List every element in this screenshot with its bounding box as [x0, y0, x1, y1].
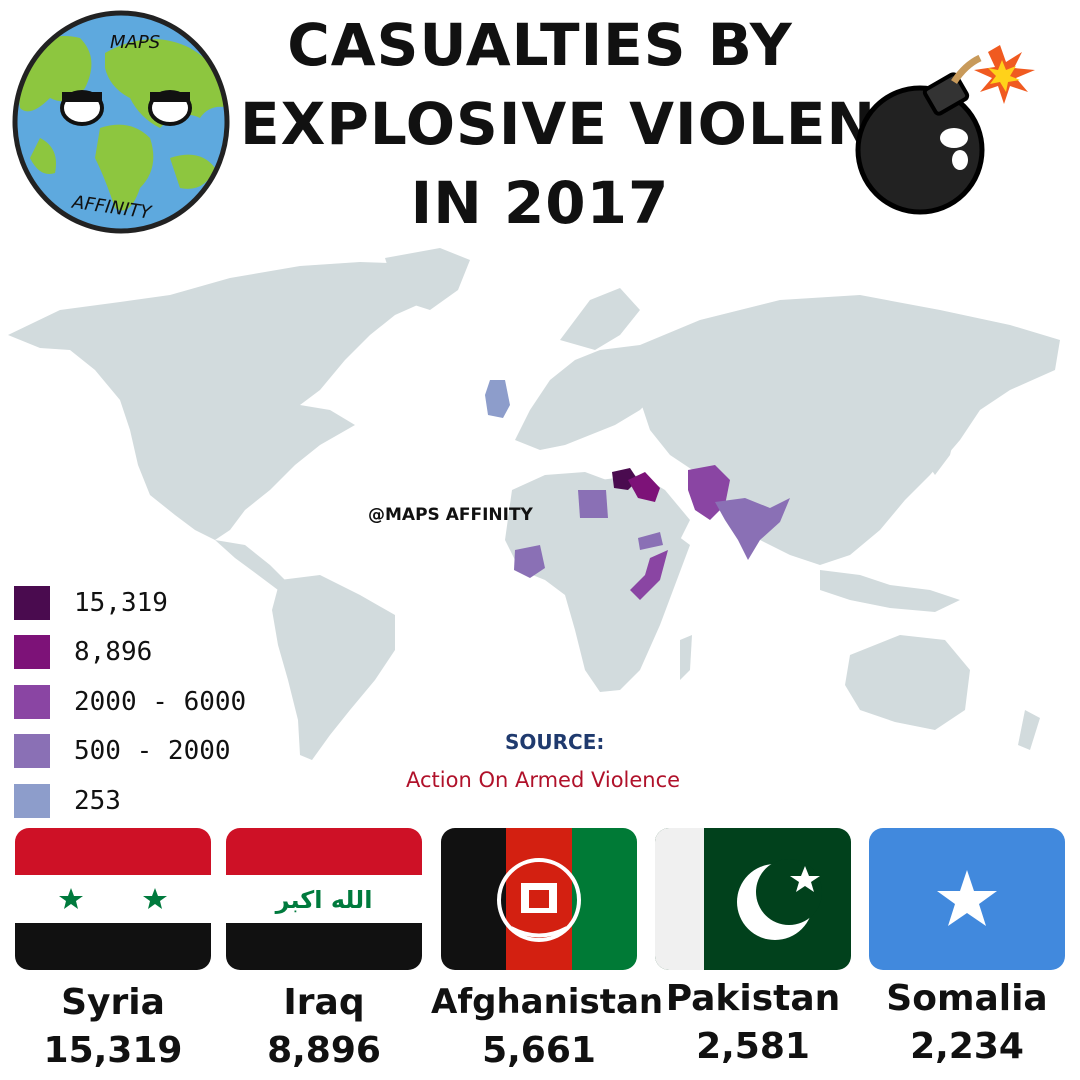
- country-name: Pakistan: [665, 978, 841, 1019]
- watermark: @MAPS AFFINITY: [368, 505, 533, 525]
- region-somalia: [630, 550, 668, 600]
- region-uk: [485, 380, 510, 418]
- title-line-1: CASUALTIES BY: [287, 11, 793, 79]
- country-value: 2,234: [910, 1026, 1024, 1067]
- legend-label: 2000 - 6000: [74, 686, 247, 717]
- land-new-zealand: [1018, 710, 1040, 750]
- land-masses: [8, 248, 1060, 760]
- logo-eyes-icon: [60, 90, 192, 126]
- legend-swatch: [14, 783, 50, 818]
- legend-label: 253: [74, 785, 121, 816]
- world-map: [8, 248, 1060, 760]
- land-indonesia: [820, 570, 960, 612]
- land-australia: [845, 635, 970, 730]
- land-greenland: [385, 248, 470, 310]
- country-value: 5,661: [482, 1030, 596, 1071]
- land-north-america: [8, 262, 465, 540]
- legend-item: 500 - 2000: [14, 727, 246, 777]
- country-value: 2,581: [696, 1026, 810, 1067]
- region-iraq: [628, 472, 660, 502]
- legend: 15,319 8,896 2000 - 6000 500 - 2000 253: [14, 578, 246, 826]
- iraq-flag-icon: الله اكبر: [226, 828, 422, 970]
- legend-item: 15,319: [14, 578, 246, 628]
- afghanistan-flag-icon: [441, 828, 637, 970]
- highlighted-countries: [485, 380, 790, 600]
- country-name: Somalia: [886, 978, 1048, 1019]
- land-japan: [928, 405, 960, 475]
- region-yemen: [638, 532, 663, 550]
- land-madagascar: [680, 635, 692, 680]
- bomb-icon: [855, 45, 1035, 215]
- svg-text:الله اكبر: الله اكبر: [275, 886, 373, 914]
- legend-label: 8,896: [74, 637, 153, 668]
- source-name: Action On Armed Violence: [406, 768, 681, 792]
- legend-item: 253: [14, 776, 246, 826]
- page-title: CASUALTIES BY EXPLOSIVE VIOLENCE IN 2017: [240, 6, 961, 243]
- legend-label: 15,319: [74, 587, 168, 618]
- legend-item: 8,896: [14, 628, 246, 678]
- country-name: Iraq: [283, 982, 365, 1023]
- country-value: 8,896: [267, 1030, 381, 1071]
- logo-top-text: MAPS: [110, 32, 160, 53]
- source-heading: SOURCE:: [505, 730, 605, 754]
- syria-flag-icon: [15, 828, 211, 970]
- land-asia: [640, 295, 1060, 565]
- land-arabia: [600, 475, 690, 550]
- legend-item: 2000 - 6000: [14, 677, 246, 727]
- region-nigeria: [514, 545, 545, 578]
- somalia-flag-icon: [869, 828, 1065, 970]
- maps-affinity-logo: MAPS AFFINITY: [12, 10, 230, 234]
- legend-swatch: [14, 635, 50, 670]
- region-egypt: [578, 490, 608, 518]
- country-value: 15,319: [43, 1030, 183, 1071]
- legend-label: 500 - 2000: [74, 736, 231, 767]
- legend-swatch: [14, 734, 50, 769]
- land-south-america: [272, 575, 395, 760]
- land-scandinavia: [560, 288, 640, 350]
- legend-swatch: [14, 585, 50, 620]
- title-line-3: IN 2017: [410, 169, 670, 237]
- country-name: Syria: [61, 982, 165, 1023]
- title-line-2: EXPLOSIVE VIOLENCE: [240, 90, 961, 158]
- country-name: Afghanistan: [431, 982, 664, 1022]
- land-europe: [515, 345, 665, 450]
- legend-swatch: [14, 684, 50, 719]
- pakistan-flag-icon: [655, 828, 851, 970]
- land-central-america: [215, 540, 285, 590]
- region-india: [715, 498, 790, 560]
